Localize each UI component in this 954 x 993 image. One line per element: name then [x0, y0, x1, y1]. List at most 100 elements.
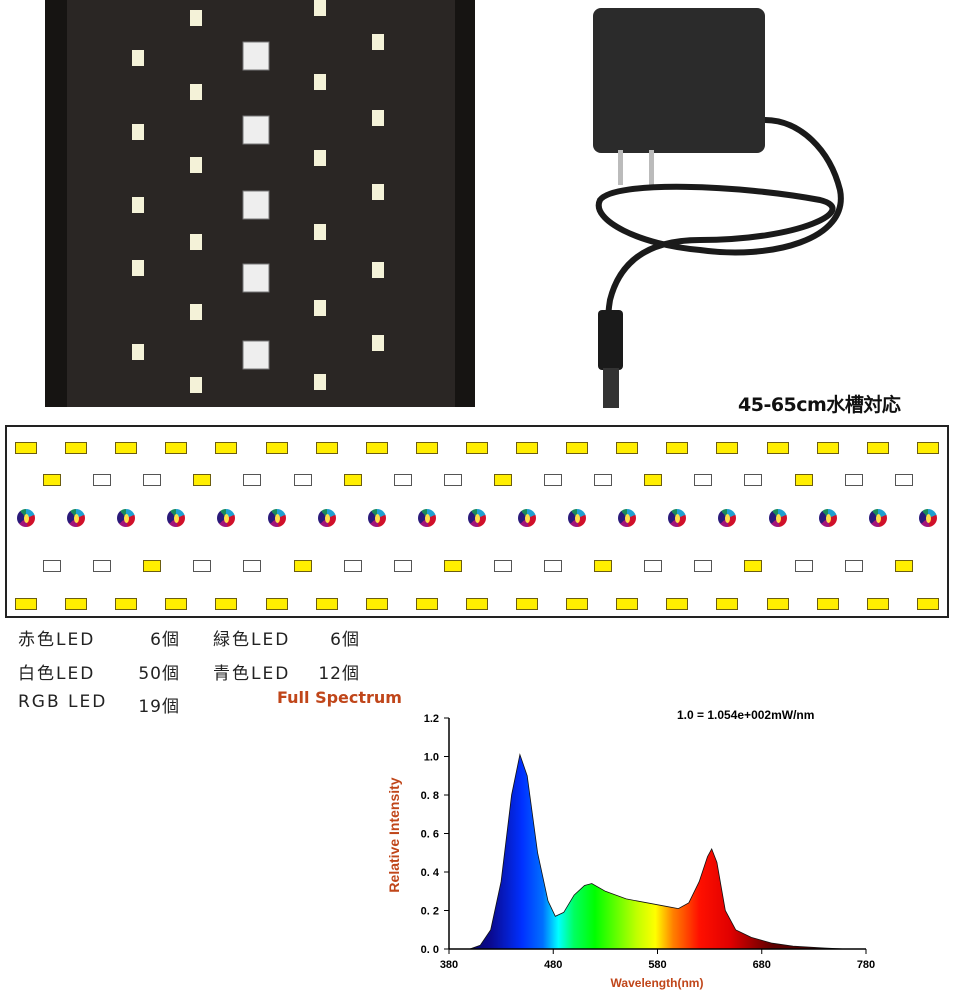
panel-led: [372, 34, 384, 50]
white-led: [43, 560, 61, 572]
warm-led: [415, 598, 438, 610]
white-led: [594, 474, 613, 486]
warm-led: [916, 598, 939, 610]
panel-led: [190, 84, 202, 100]
rgb-led: [618, 509, 637, 527]
product-photo: [45, 0, 844, 408]
warm-led: [265, 598, 288, 610]
white-led: [243, 560, 262, 572]
warm-led: [594, 560, 613, 572]
warm-led: [193, 474, 212, 486]
warm-led: [766, 442, 789, 454]
tank-size-label: 45-65cm水槽対応: [738, 394, 901, 416]
rgb-led: [918, 509, 937, 527]
rgb-led: [718, 509, 737, 527]
rgb-led: [568, 509, 587, 527]
white-led: [844, 474, 863, 486]
y-axis-label: Relative Intensity: [386, 777, 402, 892]
panel-rgb-led: [242, 263, 270, 293]
white-led: [544, 560, 562, 572]
warm-led: [666, 442, 689, 454]
warm-led: [465, 442, 488, 454]
white-led: [93, 560, 112, 572]
spectrum-area: [469, 753, 846, 950]
panel-rgb-led: [242, 115, 270, 145]
white-led: [143, 474, 162, 486]
warm-led: [744, 560, 763, 572]
warm-led: [516, 442, 538, 454]
rgb-led: [217, 509, 236, 527]
led-count-label: 緑色LED: [213, 630, 291, 650]
warm-led: [415, 442, 438, 454]
panel-led: [372, 335, 384, 351]
rgb-led: [267, 509, 286, 527]
panel-led: [314, 300, 326, 316]
warm-led: [315, 442, 338, 454]
panel-led: [190, 10, 202, 26]
panel-leds: [132, 0, 384, 393]
panel-rgb-led: [242, 41, 270, 71]
y-tick-label: 1.0: [424, 752, 439, 764]
panel-led: [132, 50, 144, 66]
y-tick-label: 0. 8: [421, 790, 439, 802]
led-layout-diagram: [5, 425, 949, 618]
white-led: [544, 474, 562, 486]
led-count-value: 50個: [138, 664, 180, 684]
rgb-led: [167, 509, 186, 527]
warm-led: [516, 598, 538, 610]
panel-led: [190, 304, 202, 320]
panel-led: [190, 234, 202, 250]
warm-led: [794, 474, 813, 486]
white-led: [393, 560, 412, 572]
panel-led: [132, 197, 144, 213]
chart-title: Full Spectrum: [277, 688, 402, 707]
warm-led: [666, 598, 689, 610]
warm-led: [716, 598, 739, 610]
y-tick-label: 0. 6: [421, 829, 439, 841]
rgb-led: [367, 509, 386, 527]
warm-led: [894, 560, 913, 572]
warm-led: [143, 560, 162, 572]
white-led: [493, 560, 512, 572]
led-count-value: 6個: [150, 630, 180, 650]
led-count-label: 青色LED: [213, 664, 291, 684]
warm-led: [616, 598, 639, 610]
panel-led: [314, 150, 326, 166]
warm-led: [265, 442, 288, 454]
panel-led: [372, 110, 384, 126]
panel-led: [132, 344, 144, 360]
white-led: [93, 474, 112, 486]
warm-led: [816, 442, 839, 454]
warm-led: [15, 598, 37, 610]
panel-led: [132, 124, 144, 140]
y-tick-label: 0. 0: [421, 944, 439, 956]
warm-led: [15, 442, 37, 454]
white-led: [794, 560, 813, 572]
led-count-label: 白色LED: [18, 664, 96, 684]
warm-led: [566, 442, 589, 454]
warm-led: [365, 442, 388, 454]
led-count-label: 赤色LED: [18, 630, 96, 650]
rgb-led: [518, 509, 536, 527]
white-led: [644, 560, 663, 572]
white-led: [443, 474, 462, 486]
white-led: [894, 474, 913, 486]
white-led: [293, 474, 312, 486]
rgb-led: [668, 509, 687, 527]
white-led: [193, 560, 212, 572]
panel-led: [372, 262, 384, 278]
white-led: [694, 560, 713, 572]
warm-led: [916, 442, 939, 454]
x-tick-label: 780: [857, 959, 875, 971]
white-led: [744, 474, 763, 486]
panel-led: [314, 374, 326, 390]
power-adapter-image: [593, 8, 844, 408]
warm-led: [465, 598, 488, 610]
warm-led: [115, 442, 138, 454]
panel-led: [314, 0, 326, 16]
rgb-led: [768, 509, 787, 527]
chart-annotation: 1.0 = 1.054e+002mW/nm: [677, 708, 814, 722]
led-count-value: 19個: [138, 697, 180, 717]
x-axis-label: Wavelength(nm): [611, 976, 704, 990]
spectrum-chart: 380 480 580 680 780 0. 0 0. 2 0. 4 0. 6 0. 8 1.0 1.…: [386, 708, 875, 990]
